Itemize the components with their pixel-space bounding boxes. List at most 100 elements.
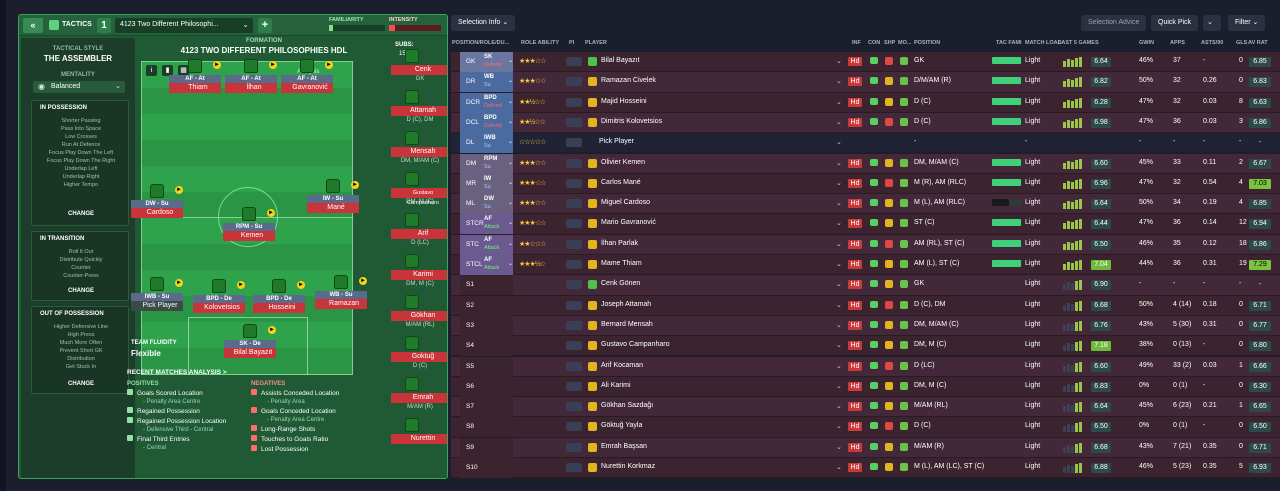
sub-card[interactable]: Emrah M/AM (R) bbox=[391, 393, 447, 413]
chevron-down-icon[interactable]: ⌄ bbox=[836, 159, 842, 167]
pitch-player-card[interactable]: SK - De Bilal Bayazıt bbox=[224, 340, 276, 358]
player-name[interactable]: Ali Karimi bbox=[601, 381, 631, 389]
chevron-down-icon[interactable]: ⌄ bbox=[836, 423, 842, 431]
player-instructions-icon[interactable] bbox=[566, 77, 582, 87]
column-header[interactable]: AV RAT bbox=[1248, 40, 1268, 46]
player-name[interactable]: Nurettin Korkmaz bbox=[601, 463, 656, 470]
quick-pick-button[interactable]: Quick Pick bbox=[1151, 15, 1199, 31]
player-instruction-icon[interactable]: ► bbox=[297, 281, 305, 289]
player-instructions-icon[interactable] bbox=[566, 381, 582, 391]
change-in-transition-button[interactable]: CHANGE bbox=[67, 288, 94, 294]
position-cell[interactable]: DM RPM Su ⌄ bbox=[460, 153, 513, 174]
player-name[interactable]: Olivier Kemen bbox=[601, 158, 645, 166]
player-instructions-icon[interactable] bbox=[566, 239, 582, 249]
position-cell[interactable]: S2 bbox=[460, 295, 513, 316]
chevron-down-icon[interactable]: ⌄ bbox=[836, 118, 842, 126]
chevron-down-icon[interactable]: ⌄ bbox=[836, 443, 842, 451]
column-header[interactable]: GLS bbox=[1236, 40, 1248, 46]
player-name[interactable]: Carlos Mané bbox=[601, 178, 641, 186]
column-header[interactable]: APPS bbox=[1170, 40, 1185, 46]
column-header[interactable]: POSITION/ROLE/DU... bbox=[452, 40, 510, 46]
pitch-player-card[interactable]: AF - At İlhan bbox=[225, 75, 277, 93]
recent-matches-analysis-link[interactable]: RECENT MATCHES ANALYSIS > bbox=[127, 369, 227, 376]
position-cell[interactable]: STCL AF Attack ⌄ bbox=[460, 255, 513, 275]
chevron-down-icon[interactable]: ⌄ bbox=[836, 139, 842, 147]
player-instructions-icon[interactable] bbox=[566, 178, 582, 188]
chevron-down-icon[interactable]: ⌄ bbox=[836, 342, 842, 350]
chevron-down-icon[interactable]: ⌄ bbox=[836, 464, 842, 471]
player-instructions-icon[interactable] bbox=[566, 57, 582, 66]
position-cell[interactable]: S10 bbox=[460, 458, 513, 478]
table-row[interactable]: GK SK Defend ⌄ ★★★☆☆ Bilal Bayazıt ⌄ Hd GK Light 6… bbox=[451, 52, 1280, 73]
pitch-player-card[interactable]: BPD - De Hosseini bbox=[253, 295, 305, 313]
player-instruction-icon[interactable]: ► bbox=[175, 279, 183, 287]
sub-card[interactable]: Arif D (LC) bbox=[391, 229, 447, 249]
player-instruction-icon[interactable]: ► bbox=[175, 186, 183, 194]
quick-pick-menu-chevron[interactable]: ⌄ bbox=[1203, 15, 1221, 31]
player-name[interactable]: Majid Hosseini bbox=[601, 97, 647, 105]
player-instruction-icon[interactable]: ► bbox=[359, 277, 367, 285]
player-instructions-icon[interactable] bbox=[566, 300, 582, 310]
table-row[interactable]: DCR BPD Defend ⌄ ★★½☆☆ Majid Hosseini ⌄ Hd D (C)… bbox=[451, 92, 1280, 113]
player-name[interactable]: Mame Thiam bbox=[601, 260, 642, 267]
chevron-down-icon[interactable]: ⌄ bbox=[836, 362, 842, 370]
player-name[interactable]: Miguel Cardoso bbox=[601, 199, 651, 207]
chevron-down-icon[interactable]: ⌄ bbox=[836, 301, 842, 309]
position-cell[interactable]: S1 bbox=[460, 275, 513, 296]
add-tactic-button[interactable]: + bbox=[258, 18, 272, 33]
position-cell[interactable]: S9 bbox=[460, 437, 513, 458]
info-icon[interactable]: i bbox=[146, 65, 157, 76]
table-row[interactable]: S4 Gustavo Campanharo ⌄ Hd DM, M (C) Light 7.1… bbox=[451, 336, 1280, 357]
position-cell[interactable]: ML DW Su ⌄ bbox=[460, 194, 513, 215]
column-header[interactable]: POSITION bbox=[914, 40, 941, 46]
sub-card[interactable]: Gustavo CampanharoDM, M (C) bbox=[391, 188, 447, 208]
player-name[interactable]: Ramazan Civelek bbox=[601, 77, 656, 85]
player-instructions-icon[interactable] bbox=[566, 341, 582, 351]
selection-info-dropdown[interactable]: Selection Info ⌄ bbox=[451, 15, 516, 31]
player-instruction-icon[interactable]: ► bbox=[213, 61, 221, 69]
player-instruction-icon[interactable]: ► bbox=[267, 209, 275, 217]
pitch-player-card[interactable]: AF - At Thiam bbox=[169, 75, 221, 93]
table-row[interactable]: STCR AF Attack ⌄ ★★★☆☆ Mario Gavranović ⌄ Hd ST … bbox=[451, 214, 1280, 235]
position-cell[interactable]: STCR AF Attack ⌄ bbox=[460, 214, 513, 235]
table-row[interactable]: DCL BPD Defend ⌄ ★★½☆☆ Dimitris Kolovetsios ⌄ H… bbox=[451, 112, 1280, 134]
chevron-down-icon[interactable]: ⌄ bbox=[836, 281, 842, 289]
player-name[interactable]: Dimitris Kolovetsios bbox=[601, 117, 663, 125]
player-instruction-icon[interactable]: ► bbox=[325, 61, 333, 69]
position-cell[interactable]: S5 bbox=[460, 356, 513, 377]
player-name[interactable]: Göktuğ Yayla bbox=[601, 422, 643, 430]
table-row[interactable]: S6 Ali Karimi ⌄ Hd DM, M (C) Light 6.83 0% 0 (1)… bbox=[451, 376, 1280, 398]
player-instructions-icon[interactable] bbox=[566, 219, 582, 229]
mentality-select[interactable]: ◉ Balanced ⌄ bbox=[33, 81, 125, 93]
position-cell[interactable]: DCL BPD Defend ⌄ bbox=[460, 112, 513, 133]
player-instruction-icon[interactable]: ► bbox=[351, 181, 359, 189]
player-name[interactable]: Pick Player bbox=[599, 138, 635, 146]
column-header[interactable]: ASTS/90 bbox=[1201, 40, 1224, 46]
position-cell[interactable]: MR IW Su ⌄ bbox=[460, 173, 513, 194]
change-in-possession-button[interactable]: CHANGE bbox=[67, 211, 94, 217]
player-instructions-icon[interactable] bbox=[566, 138, 582, 148]
column-header[interactable]: PLAYER bbox=[585, 40, 607, 46]
chevron-down-icon[interactable]: ⌄ bbox=[836, 58, 842, 65]
pitch-player-card[interactable]: DW - Su Cardoso bbox=[131, 200, 183, 218]
column-header[interactable]: INF bbox=[852, 40, 861, 46]
change-out-of-possession-button[interactable]: CHANGE bbox=[67, 381, 94, 387]
player-instructions-icon[interactable] bbox=[566, 97, 582, 107]
position-cell[interactable]: DCR BPD Defend ⌄ bbox=[460, 92, 513, 113]
sub-card[interactable]: Nurettin bbox=[391, 434, 447, 454]
position-cell[interactable]: S3 bbox=[460, 315, 513, 336]
player-instructions-icon[interactable] bbox=[566, 199, 582, 209]
column-header[interactable]: ROLE ABILITY bbox=[521, 40, 559, 46]
filter-button[interactable]: Filter ⌄ bbox=[1228, 15, 1266, 31]
column-header[interactable]: PI bbox=[569, 40, 575, 46]
bar-chart-icon[interactable]: ▮ bbox=[162, 65, 173, 76]
column-header[interactable]: GWIN bbox=[1139, 40, 1154, 46]
player-instructions-icon[interactable] bbox=[566, 463, 582, 472]
position-cell[interactable]: S8 bbox=[460, 417, 513, 438]
player-name[interactable]: Bernard Mensah bbox=[601, 320, 653, 328]
player-instruction-icon[interactable]: ► bbox=[237, 281, 245, 289]
column-header[interactable]: SHP bbox=[884, 40, 896, 46]
sub-card[interactable]: Mensah DM, M/AM (C) bbox=[391, 147, 447, 167]
player-instructions-icon[interactable] bbox=[566, 361, 582, 371]
table-row[interactable]: S5 Arif Kocaman ⌄ Hd D (LC) Light 6.60 49% 33 (2… bbox=[451, 356, 1280, 377]
